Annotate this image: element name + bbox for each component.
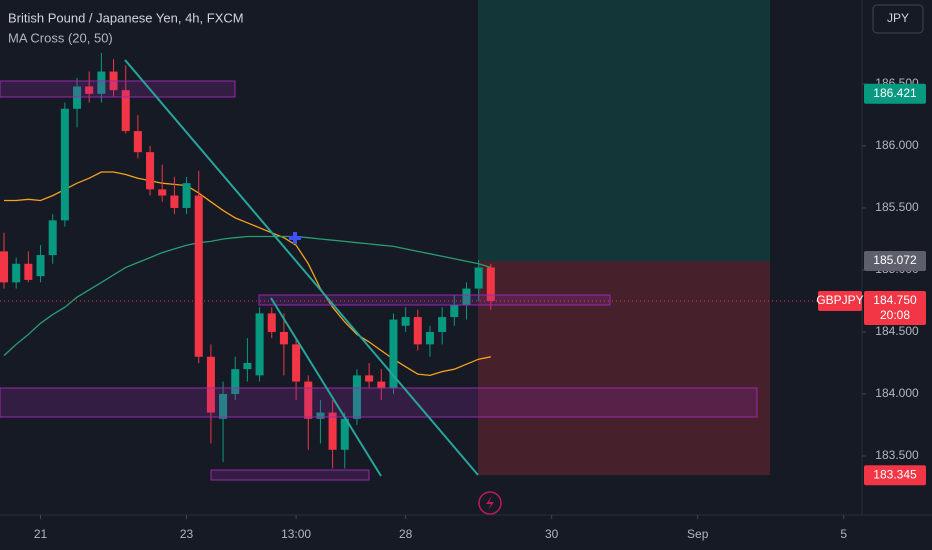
candle-body — [486, 267, 495, 301]
price-label-box — [864, 251, 926, 272]
y-tick-label: 184.500 — [875, 324, 919, 338]
candle-body — [279, 331, 288, 345]
candle-body — [316, 412, 325, 419]
candle-body — [206, 356, 215, 413]
candle-body — [133, 131, 142, 153]
x-tick-label: 21 — [34, 527, 48, 541]
candle-body — [389, 319, 398, 388]
candle-body — [267, 313, 276, 332]
candle-body — [24, 263, 33, 280]
candle-body — [12, 263, 21, 283]
drawings — [0, 59, 758, 515]
price-label: 185.072 — [873, 253, 917, 267]
x-tick-label: 28 — [399, 527, 413, 541]
price-label-box — [864, 83, 926, 104]
chart-title: British Pound / Japanese Yen, 4h, FXCM — [8, 10, 244, 25]
moving-average-line — [4, 171, 491, 377]
y-tick-label: 186.000 — [875, 138, 919, 152]
price-label-box — [864, 465, 926, 486]
candle-body — [60, 108, 69, 221]
zone — [0, 387, 758, 418]
x-tick-label: 30 — [545, 527, 559, 541]
currency-button-label[interactable]: JPY — [887, 11, 909, 25]
zone — [0, 80, 236, 98]
candle-body — [48, 220, 57, 256]
candle-body — [231, 369, 240, 394]
zone — [210, 469, 370, 481]
candle-body — [255, 313, 264, 376]
candle-body — [170, 195, 179, 208]
price-label: 186.421 — [873, 86, 917, 100]
candle-body — [121, 90, 130, 132]
stop-zone — [478, 261, 770, 476]
candle-body — [340, 418, 349, 450]
candle-body — [352, 375, 361, 419]
x-tick-label: 13:00 — [281, 527, 311, 541]
countdown-label: 20:08 — [880, 308, 910, 322]
candle-body — [146, 152, 155, 190]
candle-body — [85, 86, 94, 94]
candle-body — [328, 412, 337, 450]
currency-button[interactable] — [872, 4, 924, 34]
candle-body — [243, 362, 252, 370]
candle-body — [73, 86, 82, 109]
candle-body — [413, 317, 422, 345]
price-label: 184.750 — [873, 293, 917, 307]
candle-body — [158, 189, 167, 196]
cross-marker — [289, 232, 301, 244]
candle-body — [194, 195, 203, 357]
axes: 183.500184.000184.500185.000185.500186.0… — [34, 76, 926, 541]
y-tick-label: 185.500 — [875, 200, 919, 214]
candle-body — [182, 183, 191, 208]
y-tick-label: 184.000 — [875, 386, 919, 400]
alert-icon — [478, 491, 502, 515]
candle-body — [450, 304, 459, 318]
x-tick-label: 5 — [840, 527, 847, 541]
trend-line — [124, 59, 479, 476]
candle-body — [474, 267, 483, 289]
candle-body — [304, 381, 313, 419]
alert-icon-bolt — [486, 496, 494, 510]
candle-body — [292, 344, 301, 382]
price-label-box — [864, 290, 926, 325]
symbol-label: GBPJPY — [816, 293, 863, 307]
zone — [258, 294, 611, 306]
position-tool — [478, 0, 770, 476]
indicator-label: MA Cross (20, 50) — [8, 30, 113, 45]
trend-line — [270, 297, 382, 477]
candle-body — [97, 71, 106, 94]
y-tick-label: 183.500 — [875, 448, 919, 462]
candle-body — [0, 251, 9, 283]
candle-body — [462, 288, 471, 305]
plot-area — [0, 52, 862, 469]
candle-body — [219, 393, 228, 419]
target-zone — [478, 0, 770, 262]
price-label: 183.345 — [873, 467, 917, 481]
candle-body — [365, 375, 374, 382]
candle-body — [377, 381, 386, 388]
candle-body — [401, 317, 410, 326]
candle-body — [36, 255, 45, 277]
x-tick-label: Sep — [687, 527, 709, 541]
candle-body — [425, 331, 434, 345]
x-tick-label: 23 — [180, 527, 194, 541]
candle-body — [438, 317, 447, 332]
symbol-label-box — [818, 290, 862, 311]
moving-average-line — [3, 235, 491, 356]
